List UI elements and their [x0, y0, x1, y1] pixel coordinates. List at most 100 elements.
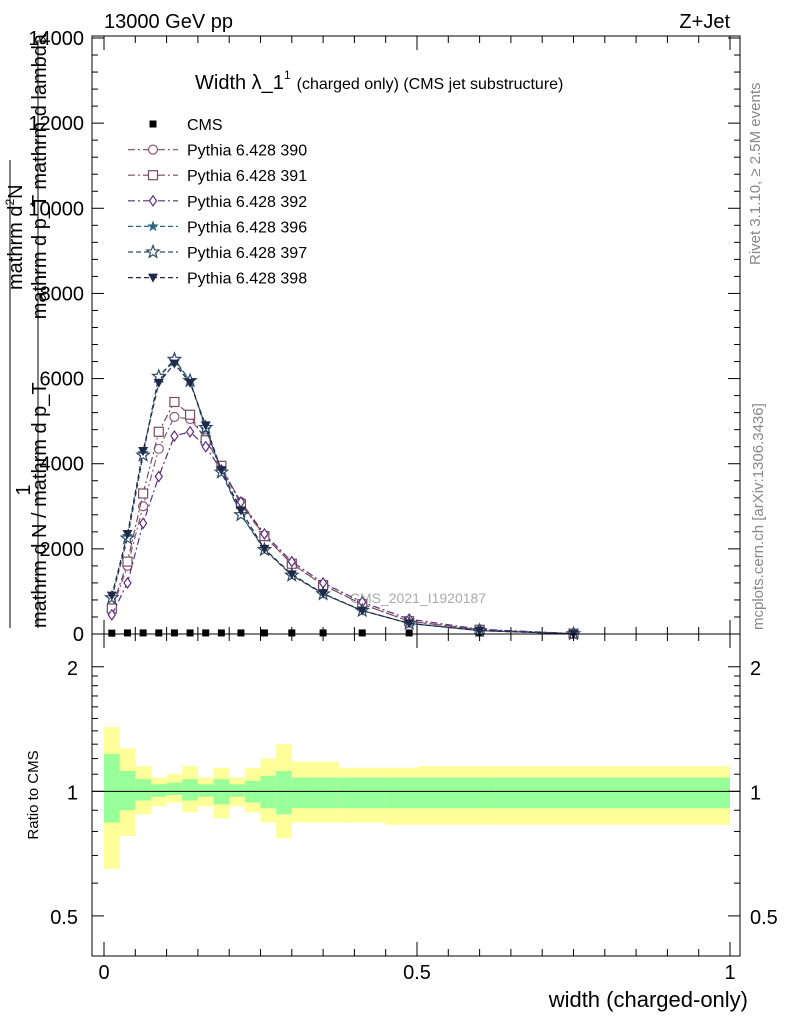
data-point [200, 421, 211, 431]
y-tick-label: 4000 [40, 454, 85, 476]
data-point [235, 506, 246, 516]
legend-item: Pythia 6.428 398 [128, 271, 307, 288]
y-tick-label: 10000 [28, 198, 84, 220]
ratio-inner-band [385, 777, 417, 809]
legend-item: Pythia 6.428 396 [128, 219, 307, 236]
legend-item: CMS [149, 117, 223, 134]
ratio-inner-band [135, 779, 151, 801]
data-point [153, 378, 164, 388]
data-point [108, 629, 116, 637]
ratio-bands [104, 727, 730, 869]
ratio-inner-band [307, 777, 339, 809]
data-point [260, 629, 268, 637]
data-point [357, 606, 368, 616]
data-point [185, 425, 195, 438]
data-point [260, 527, 269, 541]
y-label-num-sup: 2 [3, 199, 17, 206]
y-label-left: mathrm d N / mathrm d p_T [29, 382, 51, 628]
legend-label: Pythia 6.428 392 [187, 194, 307, 211]
y-tick-label: 12000 [28, 113, 84, 135]
ratio-inner-band [229, 784, 245, 797]
legend-label: Pythia 6.428 390 [187, 143, 307, 160]
y-tick-label: 0 [73, 624, 84, 646]
plot-title-rest: (charged only) (CMS jet substructure) [297, 76, 564, 93]
series-line [111, 431, 574, 635]
legend-label: Pythia 6.428 396 [187, 219, 307, 236]
legend-item: Pythia 6.428 391 [128, 168, 307, 185]
y-tick-label: 14000 [28, 28, 84, 50]
legend-marker [148, 194, 158, 207]
y-label-denominator: mathrm d p_T mathrm d lambda [29, 33, 51, 319]
legend-label: Pythia 6.428 397 [187, 245, 307, 262]
mcplots-note: mcplots.cern.ch [arXiv:1306.3436] [750, 403, 767, 630]
data-point [474, 626, 485, 636]
data-point [169, 396, 180, 408]
data-point [288, 629, 296, 637]
ratio-inner-band [417, 777, 496, 809]
y-label-num-main: mathrm d [5, 206, 27, 290]
ratio-inner-band [104, 754, 120, 823]
y-tick-label: 6000 [40, 369, 85, 391]
rivet-note: Rivet 3.1.10, ≥ 2.5M events [747, 83, 764, 266]
ratio-y-tick-label: 2 [67, 658, 78, 680]
data-point [405, 629, 413, 637]
ratio-inner-band [197, 784, 214, 797]
header-left: 13000 GeV pp [104, 11, 233, 33]
x-tick-label: 1 [724, 962, 735, 984]
ratio-x-ticks: 0 0.5 1 [98, 634, 736, 984]
main-plot: 0 2000 4000 6000 8000 10000 12000 14000 CMS_202… [28, 28, 741, 646]
y-label-numerator: mathrm d2N [3, 184, 27, 290]
data-point [106, 591, 117, 601]
data-point [138, 488, 149, 499]
plot-title-sup: 1 [284, 68, 291, 82]
legend: CMS Pythia 6.428 390 Pythia 6.428 391 Pythi… [128, 117, 307, 288]
series-1 [106, 411, 579, 639]
data-point [318, 589, 329, 599]
data-point [154, 470, 164, 483]
main-y-label: 1 mathrm d p_T mathrm d lambda mathrm d2… [3, 33, 51, 628]
data-point [169, 359, 180, 369]
legend-marker [149, 120, 157, 128]
x-axis-label: width (charged-only) [548, 987, 748, 1012]
data-point [185, 378, 196, 388]
data-point [107, 608, 117, 621]
ratio-y-ticks: 0.5 0.5 1 1 2 2 [50, 658, 778, 929]
data-point [217, 629, 225, 637]
data-point [286, 570, 297, 580]
y-label-num-rest: N [5, 184, 27, 198]
legend-item: Pythia 6.428 390 [128, 143, 307, 160]
ratio-frame [91, 633, 741, 957]
legend-item: Pythia 6.428 397 [128, 243, 307, 262]
ratio-inner-band [182, 779, 198, 801]
data-point [153, 426, 164, 437]
series-group [103, 351, 582, 641]
ratio-inner-band [260, 775, 277, 809]
data-point [404, 619, 415, 629]
data-point [155, 629, 163, 637]
legend-label: CMS [187, 117, 223, 134]
y-tick-label: 2000 [40, 539, 85, 561]
ratio-y-tick-label-right: 2 [750, 658, 761, 680]
legend-label: Pythia 6.428 391 [187, 168, 307, 185]
plot-title-main: Width λ_1 [195, 72, 284, 94]
watermark: CMS_2021_I1920187 [350, 590, 486, 606]
main-y-ticks: 0 2000 4000 6000 8000 10000 12000 14000 [28, 28, 740, 646]
data-point [170, 429, 179, 443]
legend-marker [147, 144, 159, 155]
ratio-inner-band [291, 777, 308, 809]
y-label-one: 1 [13, 484, 35, 495]
header-right: Z+Jet [679, 11, 730, 33]
data-point [202, 629, 210, 637]
ratio-inner-band [573, 777, 730, 809]
ratio-y-tick-label-right: 0.5 [750, 907, 778, 929]
data-point [170, 629, 178, 637]
ratio-inner-band [338, 777, 386, 809]
data-point [139, 629, 147, 637]
data-point [184, 409, 196, 420]
data-point [123, 629, 131, 637]
ratio-inner-band [150, 784, 167, 797]
data-point [319, 629, 327, 637]
data-point [122, 529, 133, 539]
series-line [111, 416, 574, 635]
